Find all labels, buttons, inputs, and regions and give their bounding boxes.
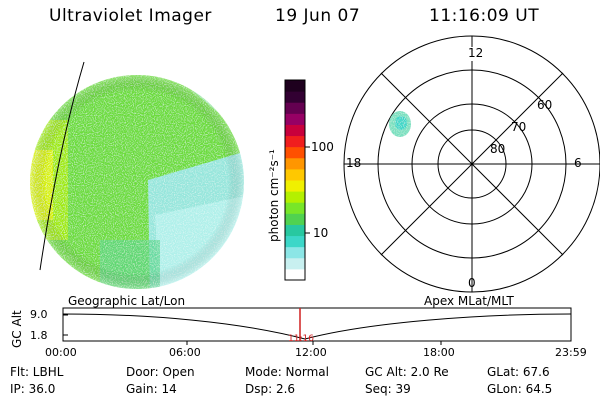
mlat-label-60: 60 <box>537 98 553 112</box>
timeline-xtick-0000: 00:00 <box>45 346 77 359</box>
status-glon: GLon: 64.5 <box>487 382 553 396</box>
colorbar-segment <box>285 157 305 170</box>
timeline-xtick-0600: 06:00 <box>169 346 201 359</box>
colorbar-segment <box>285 102 305 114</box>
mlt-label-6: 6 <box>574 156 582 170</box>
colorbar-segment <box>285 257 305 270</box>
colorbar-unit-label: photon cm⁻²s⁻¹ <box>267 149 281 242</box>
colorbar-segment <box>285 124 305 137</box>
timeline-ytick-low: 1.8 <box>30 329 48 342</box>
timeline-xtick-1800: 18:00 <box>423 346 455 359</box>
timeline-panel <box>62 307 572 345</box>
colorbar-segment <box>285 191 305 203</box>
altitude-curve <box>62 313 572 340</box>
status-gc-alt: GC Alt: 2.0 Re <box>365 365 449 379</box>
status-filter: Flt: LBHL <box>10 365 64 379</box>
colorbar-segment <box>285 246 305 259</box>
mlt-label-0: 0 <box>468 276 476 290</box>
date-label: 19 Jun 07 <box>275 6 361 26</box>
status-glat: GLat: 67.6 <box>487 365 550 379</box>
earth-disk-image <box>30 75 244 289</box>
colorbar-segment <box>285 268 305 281</box>
status-seq: Seq: 39 <box>365 382 411 396</box>
mlat-label-70: 70 <box>511 120 527 134</box>
auroral-spot <box>389 111 411 137</box>
timeline-marker-label: 11:16 <box>288 334 314 344</box>
timeline-axis-label: GC Alt <box>10 310 24 348</box>
colorbar-segment <box>285 235 305 248</box>
colorbar-segment <box>285 146 305 159</box>
mlt-label-18: 18 <box>346 156 362 170</box>
colorbar-segment <box>285 168 305 181</box>
status-gain: Gain: 14 <box>126 382 177 396</box>
instrument-title: Ultraviolet Imager <box>49 6 212 26</box>
colorbar-tick-100: 100 <box>311 140 334 154</box>
colorbar-segment <box>285 213 305 225</box>
color-bar <box>284 79 310 281</box>
mlt-label-12: 12 <box>468 46 484 60</box>
colorbar-tick-10: 10 <box>313 226 329 240</box>
colorbar-segment <box>285 91 305 103</box>
colorbar-segment <box>285 80 305 92</box>
timeline-xtick-2359: 23:59 <box>555 346 587 359</box>
timeline-xtick-1200: 12:00 <box>295 346 327 359</box>
status-mode: Mode: Normal <box>245 365 329 379</box>
colorbar-segment <box>285 180 305 192</box>
colorbar-segment <box>285 113 305 125</box>
timeline-ytick-high: 9.0 <box>30 308 48 321</box>
status-door: Door: Open <box>126 365 195 379</box>
colorbar-segment <box>285 135 305 148</box>
timeline-left-title: Geographic Lat/Lon <box>68 294 186 308</box>
terminator-line <box>39 61 85 271</box>
colorbar-segment <box>285 202 305 214</box>
time-label: 11:16:09 UT <box>429 6 540 26</box>
timeline-right-title: Apex MLat/MLT <box>424 294 514 308</box>
polar-plot <box>343 35 600 293</box>
colorbar-segment <box>285 224 305 237</box>
mlat-label-80: 80 <box>490 142 506 156</box>
status-dsp: Dsp: 2.6 <box>245 382 296 396</box>
status-ip: IP: 36.0 <box>10 382 56 396</box>
